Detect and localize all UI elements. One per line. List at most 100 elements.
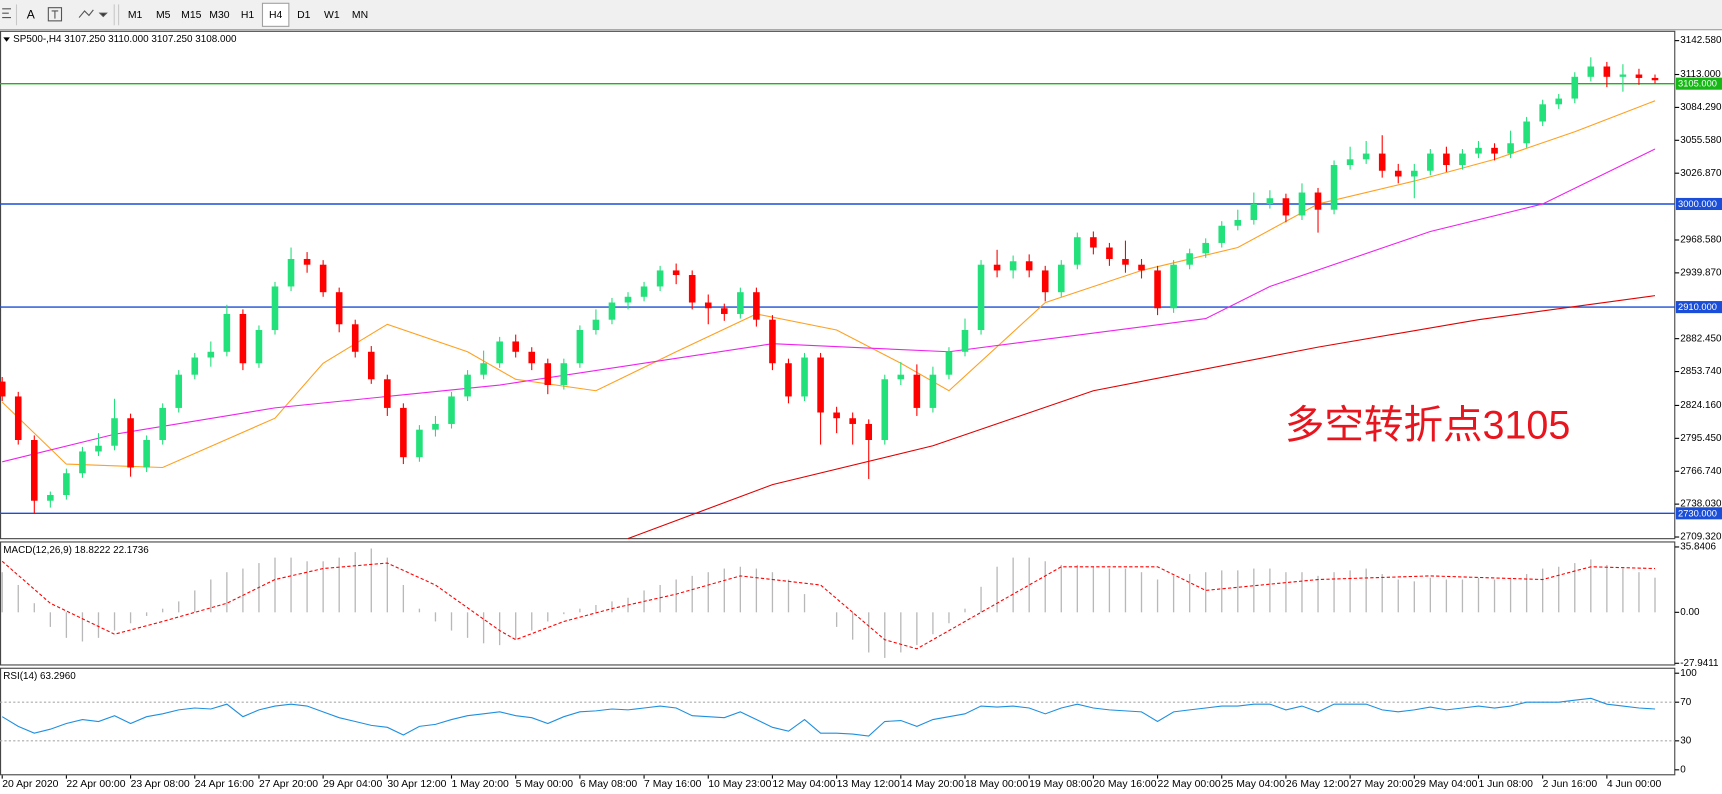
x-tick-label: 23 Apr 08:00	[131, 779, 190, 790]
candle-body	[1250, 203, 1258, 221]
selected-button	[261, 2, 290, 27]
timeframe-button[interactable]: H4	[269, 10, 283, 21]
font-button[interactable]: A	[27, 8, 36, 22]
timeframe-button[interactable]: H1	[241, 10, 255, 21]
candle-body	[271, 286, 279, 331]
y-tick-label: 70	[1680, 697, 1691, 708]
x-tick-label: 30 Apr 12:00	[387, 779, 446, 790]
x-tick-label: 20 Apr 2020	[2, 779, 58, 790]
x-tick-label: 24 Apr 16:00	[195, 779, 254, 790]
candle-body	[881, 379, 889, 440]
toolbar	[0, 0, 1722, 30]
candle-body	[592, 319, 600, 331]
candle-body	[688, 275, 696, 303]
x-tick-label: 12 May 04:00	[772, 779, 835, 790]
candle-body	[1298, 192, 1306, 216]
candle-body	[945, 351, 953, 375]
candle-body	[1346, 159, 1354, 166]
candle-body	[496, 341, 503, 364]
x-tick-label: 1 May 20:00	[452, 779, 510, 790]
candle-body	[1571, 76, 1579, 99]
candle-body	[207, 351, 215, 358]
y-tick-label: 2882.450	[1680, 333, 1722, 344]
candle-body	[833, 412, 840, 419]
candle-body	[528, 351, 536, 364]
candle-body	[897, 374, 905, 380]
timeframe-button[interactable]: M5	[156, 10, 171, 21]
candle-body	[1282, 198, 1290, 216]
x-tick-label: 22 Apr 00:00	[66, 779, 125, 790]
level-label-box	[1675, 301, 1722, 314]
level-label-box	[1675, 77, 1722, 90]
candle-body	[416, 429, 423, 458]
panel-title: MACD(12,26,9) 18.8222 22.1736	[3, 545, 149, 556]
candle-body	[913, 374, 921, 408]
timeframe-button[interactable]: M1	[128, 10, 143, 21]
candle-body	[512, 341, 519, 352]
x-tick-label: 18 May 00:00	[965, 779, 1028, 790]
candle-body	[656, 270, 664, 287]
candle-body	[961, 330, 969, 352]
candle-body	[79, 451, 86, 474]
x-tick-label: 4 Jun 00:00	[1607, 779, 1662, 790]
y-tick-label: 35.8406	[1680, 542, 1716, 553]
x-tick-label: 27 Apr 20:00	[259, 779, 318, 790]
timeframe-button[interactable]: M15	[181, 10, 201, 21]
candle-body	[785, 363, 792, 397]
timeframe-button[interactable]: W1	[324, 10, 340, 21]
candle-body	[672, 270, 680, 276]
candle-body	[544, 363, 552, 386]
x-tick-label: 1 Jun 08:00	[1478, 779, 1533, 790]
timeframe-button[interactable]: MN	[352, 10, 368, 21]
candle-body	[1009, 261, 1017, 271]
candle-body	[1507, 143, 1514, 154]
candle-body	[1234, 220, 1242, 226]
annotation: 多空转折点3105	[1285, 404, 1571, 448]
x-tick-label: 29 May 04:00	[1414, 779, 1477, 790]
candle-body	[384, 379, 391, 408]
level-label: 3105.000	[1678, 79, 1717, 89]
tools-icon[interactable]	[78, 9, 94, 18]
candle-body	[1025, 261, 1033, 271]
menu-icon[interactable]	[2, 8, 11, 19]
candle-body	[432, 423, 439, 430]
timeframe-button[interactable]: D1	[297, 10, 311, 21]
y-tick-label: 3113.000	[1680, 69, 1721, 80]
text-icon[interactable]	[47, 7, 63, 22]
candle-body	[704, 302, 712, 309]
candle-body	[31, 439, 38, 501]
x-tick-label: 19 May 08:00	[1029, 779, 1092, 790]
candle-body	[1411, 170, 1418, 177]
x-tick-label: 2 Jun 16:00	[1543, 779, 1598, 790]
x-tick-label: 26 May 12:00	[1286, 779, 1349, 790]
candle-body	[1555, 98, 1563, 105]
level-label-box	[1675, 507, 1722, 520]
dropdown-arrow[interactable]	[98, 12, 108, 18]
candle-body	[111, 418, 118, 446]
x-tick-label: 6 May 08:00	[580, 779, 638, 790]
level-label: 3000.000	[1678, 199, 1717, 209]
candle-body	[1587, 66, 1595, 77]
main-panel	[0, 30, 1676, 540]
candle-body	[1090, 237, 1097, 248]
candle-body	[1154, 270, 1161, 309]
candle-body	[1475, 147, 1482, 154]
panel-frames	[0, 30, 1676, 776]
collapse-arrow[interactable]	[3, 37, 10, 42]
x-tick-label: 29 Apr 04:00	[323, 779, 382, 790]
timeframe-button[interactable]: M30	[209, 10, 229, 21]
candle-body	[977, 264, 985, 331]
candle-body	[817, 357, 824, 413]
candle-body	[929, 374, 937, 408]
candle-body	[1603, 66, 1611, 77]
candle-body	[287, 258, 295, 287]
y-tick-label: 100	[1680, 668, 1697, 679]
y-tick-label: 2939.870	[1680, 267, 1722, 278]
candle-body	[1619, 74, 1627, 77]
candle-body	[1443, 153, 1450, 166]
candle-body	[14, 396, 22, 440]
y-tick-label: -27.9411	[1680, 658, 1719, 669]
candle-body	[1106, 247, 1113, 259]
